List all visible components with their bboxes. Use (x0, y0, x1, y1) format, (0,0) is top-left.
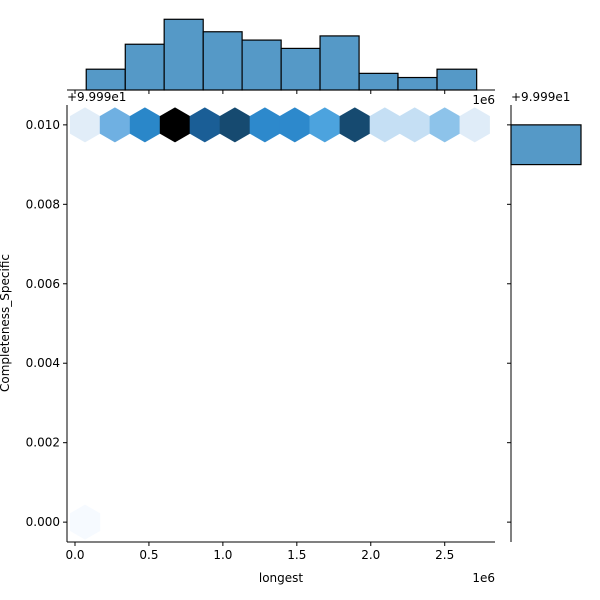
x-tick-label: 1.5 (287, 548, 306, 562)
y-offset-text-right: +9.999e1 (511, 90, 570, 104)
hexbin (279, 107, 310, 143)
hexbin (99, 107, 131, 143)
hexbin-layer (69, 107, 490, 540)
x-offset-text-bottom: 1e6 (472, 571, 495, 585)
histogram-bar (510, 124, 582, 166)
histogram-bar (358, 72, 399, 91)
hexbin (459, 107, 490, 143)
y-tick-label: 0.004 (26, 356, 60, 370)
right-histogram (510, 124, 582, 166)
y-offset-text-main: +9.999e1 (67, 90, 126, 104)
hexbin (399, 107, 430, 143)
hexbin (249, 107, 280, 143)
y-tick-label: 0.000 (26, 515, 60, 529)
hexbin (429, 107, 460, 143)
y-tick-label: 0.008 (26, 197, 60, 211)
histogram-bar (280, 47, 321, 91)
hexbin (129, 107, 161, 143)
y-tick-label: 0.002 (26, 436, 60, 450)
histogram-bar (319, 35, 360, 91)
x-tick-label: 2.5 (435, 548, 454, 562)
histogram-bar (85, 68, 126, 91)
top-histogram (85, 18, 478, 91)
histogram-bar (241, 39, 282, 91)
histogram-bar (436, 68, 478, 91)
x-tick-label: 1.0 (213, 548, 232, 562)
hexbin (339, 107, 370, 143)
hexbin (309, 107, 340, 143)
histogram-bar (163, 18, 204, 91)
hexbin (219, 107, 250, 143)
y-tick-label: 0.010 (26, 118, 60, 132)
x-axis-label: longest (259, 571, 304, 585)
x-offset-text-top: 1e6 (472, 93, 495, 107)
y-tick-label: 0.006 (26, 277, 60, 291)
hexbin (159, 107, 191, 143)
histogram-bar (397, 76, 438, 91)
x-tick-label: 0.5 (139, 548, 158, 562)
y-axis-label: Completeness_Specific (0, 254, 12, 392)
x-tick-label: 2.0 (361, 548, 380, 562)
histogram-bar (124, 43, 165, 91)
axes: 0.0 0.5 1.0 1.5 2.0 2.5 0.000 0.002 0.004 0.006 0.… (26, 89, 512, 562)
histogram-bar (202, 31, 243, 91)
x-tick-label: 0.0 (65, 548, 84, 562)
hexbin (69, 504, 101, 540)
hexbin (369, 107, 400, 143)
hexbin (189, 107, 220, 143)
hexbin (69, 107, 101, 143)
